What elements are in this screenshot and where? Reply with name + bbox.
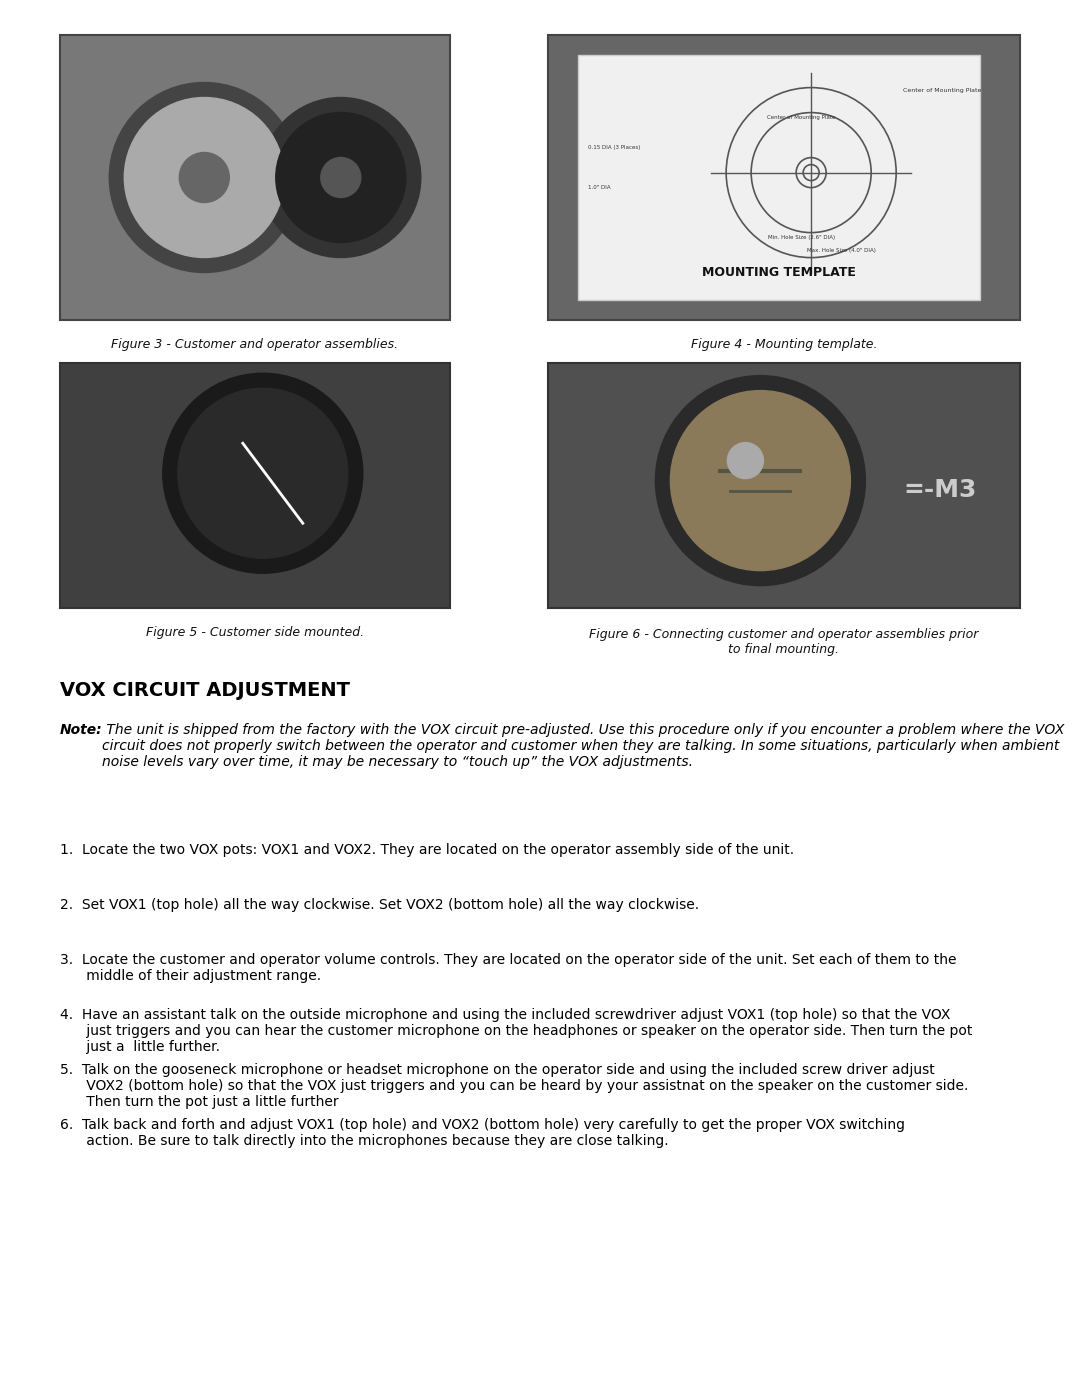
Text: MOUNTING TEMPLATE: MOUNTING TEMPLATE <box>702 265 856 278</box>
Circle shape <box>163 373 363 573</box>
Circle shape <box>179 152 229 203</box>
FancyBboxPatch shape <box>548 363 1020 608</box>
Circle shape <box>671 391 850 570</box>
Circle shape <box>109 82 299 272</box>
Text: 0.15 DIA (3 Places): 0.15 DIA (3 Places) <box>588 145 640 149</box>
FancyBboxPatch shape <box>578 54 980 300</box>
Text: VOX CIRCUIT ADJUSTMENT: VOX CIRCUIT ADJUSTMENT <box>60 680 350 700</box>
Circle shape <box>656 376 865 585</box>
Text: Min. Hole Size (2.6" DIA): Min. Hole Size (2.6" DIA) <box>768 235 835 240</box>
Text: Figure 3 - Customer and operator assemblies.: Figure 3 - Customer and operator assembl… <box>111 338 399 351</box>
Text: 6.  Talk back and forth and adjust VOX1 (top hole) and VOX2 (bottom hole) very c: 6. Talk back and forth and adjust VOX1 (… <box>60 1118 905 1148</box>
Circle shape <box>178 388 348 559</box>
Text: Figure 5 - Customer side mounted.: Figure 5 - Customer side mounted. <box>146 626 364 638</box>
Circle shape <box>275 113 406 243</box>
Circle shape <box>124 98 284 257</box>
Circle shape <box>260 98 421 257</box>
Circle shape <box>321 158 361 197</box>
FancyBboxPatch shape <box>60 35 450 320</box>
Text: Center of Mounting Plate: Center of Mounting Plate <box>903 88 982 94</box>
Text: 2.  Set VOX1 (top hole) all the way clockwise. Set VOX2 (bottom hole) all the wa: 2. Set VOX1 (top hole) all the way clock… <box>60 898 699 912</box>
Text: 4.  Have an assistant talk on the outside microphone and using the included scre: 4. Have an assistant talk on the outside… <box>60 1009 972 1055</box>
Text: 1.  Locate the two VOX pots: VOX1 and VOX2. They are located on the operator ass: 1. Locate the two VOX pots: VOX1 and VOX… <box>60 842 794 856</box>
Text: Note:: Note: <box>60 724 103 738</box>
Text: 1.0" DIA: 1.0" DIA <box>588 184 610 190</box>
Text: Figure 4 - Mounting template.: Figure 4 - Mounting template. <box>691 338 877 351</box>
Text: The unit is shipped from the factory with the VOX circuit pre-adjusted. Use this: The unit is shipped from the factory wit… <box>102 724 1065 770</box>
Text: Center of Mounting Plate: Center of Mounting Plate <box>767 115 835 120</box>
FancyBboxPatch shape <box>548 35 1020 320</box>
Text: =-M3: =-M3 <box>903 478 976 503</box>
Text: Max. Hole Size (4.0" DIA): Max. Hole Size (4.0" DIA) <box>807 249 876 253</box>
Text: 5.  Talk on the gooseneck microphone or headset microphone on the operator side : 5. Talk on the gooseneck microphone or h… <box>60 1063 969 1109</box>
Text: Figure 6 - Connecting customer and operator assemblies prior
to final mounting.: Figure 6 - Connecting customer and opera… <box>590 629 978 657</box>
FancyBboxPatch shape <box>60 363 450 608</box>
Circle shape <box>728 443 764 479</box>
Text: 3.  Locate the customer and operator volume controls. They are located on the op: 3. Locate the customer and operator volu… <box>60 953 957 983</box>
